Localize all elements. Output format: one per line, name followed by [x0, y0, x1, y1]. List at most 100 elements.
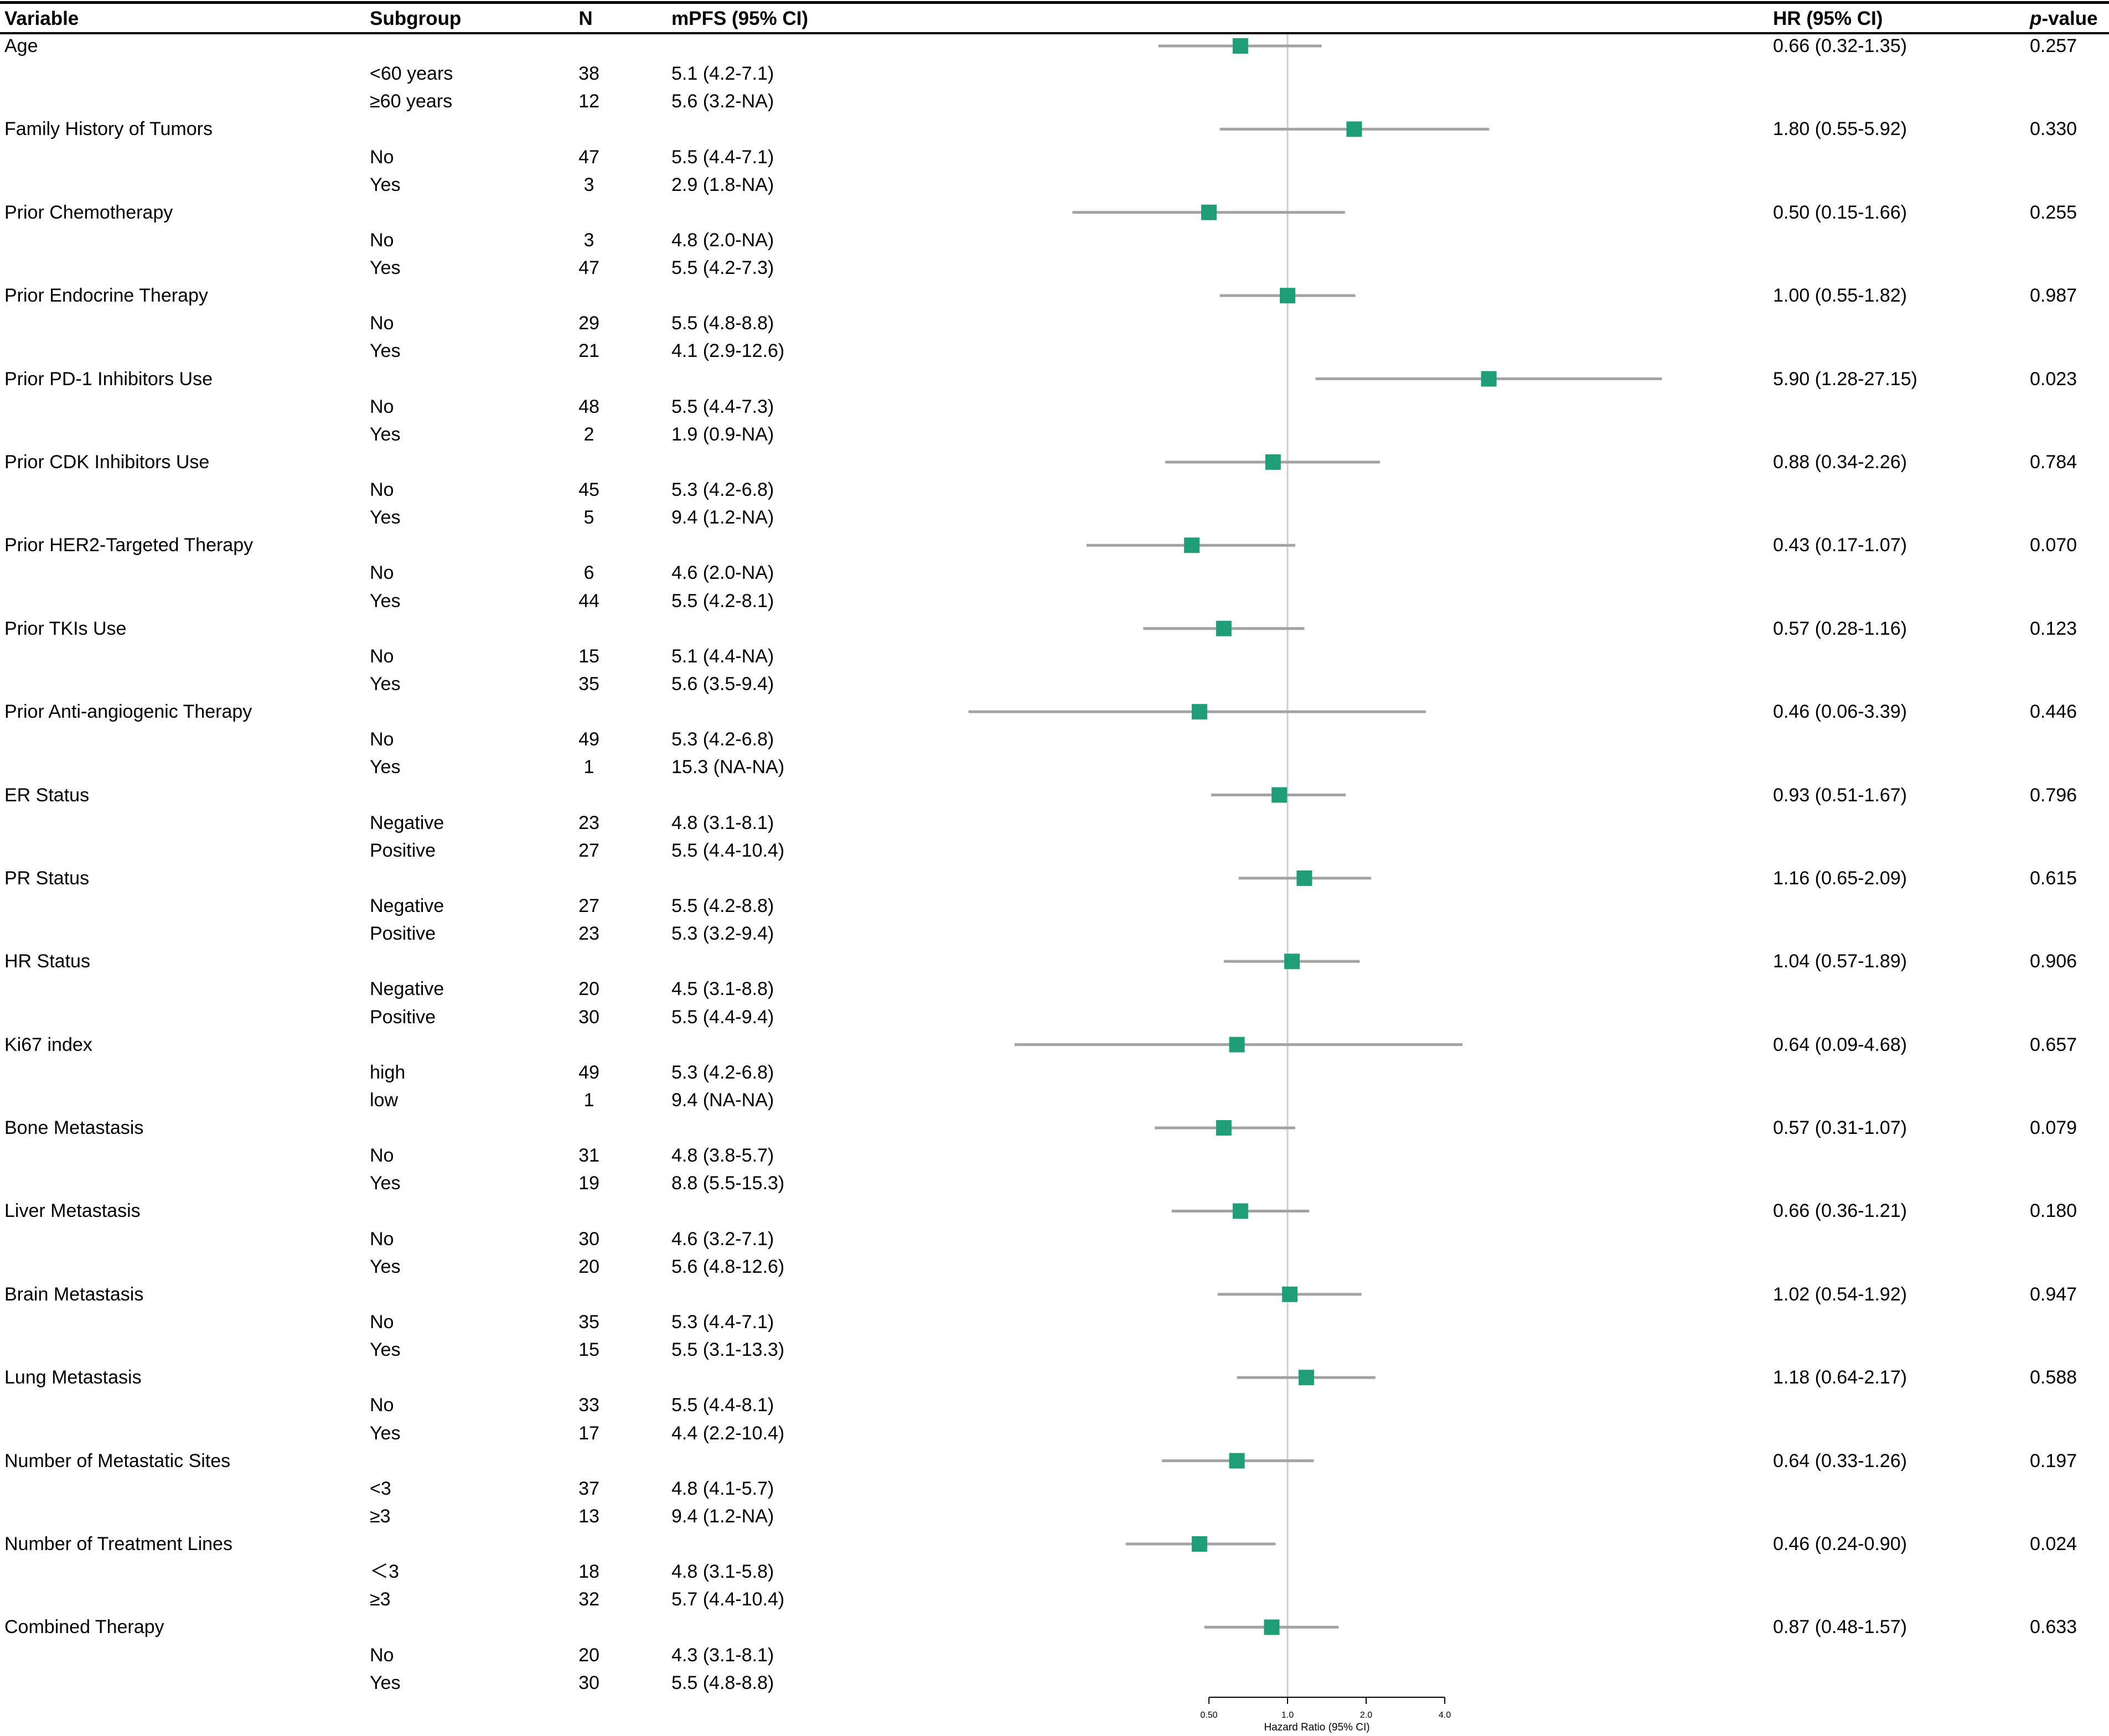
- subgroup-mpfs: 9.4 (NA-NA): [671, 1089, 774, 1111]
- subgroup-mpfs: 5.5 (4.4-8.1): [671, 1395, 774, 1416]
- subgroup-mpfs: 5.5 (4.2-8.8): [671, 895, 774, 917]
- subgroup-label: Negative: [370, 812, 444, 833]
- subgroup-n: 44: [578, 590, 599, 612]
- hr-marker: [1191, 704, 1207, 720]
- subgroup-label: Yes: [370, 673, 401, 695]
- p-value: 0.023: [2030, 368, 2077, 390]
- subgroup-mpfs: 4.1 (2.9-12.6): [671, 340, 785, 362]
- subgroup-mpfs: 5.5 (4.2-8.1): [671, 590, 774, 612]
- subgroup-mpfs: 4.8 (3.8-5.7): [671, 1145, 774, 1167]
- hr-ci-value: 0.64 (0.33-1.26): [1773, 1450, 1907, 1471]
- hr-marker: [1201, 204, 1217, 220]
- hr-ci-value: 1.18 (0.64-2.17): [1773, 1367, 1907, 1388]
- variable-label: Number of Treatment Lines: [4, 1533, 232, 1555]
- variable-label: Lung Metastasis: [4, 1367, 142, 1388]
- hr-marker: [1346, 121, 1362, 137]
- subgroup-label: No: [370, 146, 394, 168]
- subgroup-label: Positive: [370, 1006, 436, 1028]
- p-value: 0.330: [2030, 118, 2077, 140]
- subgroup-mpfs: 5.5 (4.8-8.8): [671, 1672, 774, 1693]
- subgroup-label: Yes: [370, 1672, 401, 1693]
- subgroup-n: 37: [578, 1478, 599, 1499]
- subgroup-n: 12: [578, 91, 599, 112]
- subgroup-n: 27: [578, 895, 599, 917]
- subgroup-n: 18: [578, 1561, 599, 1583]
- p-value: 0.123: [2030, 618, 2077, 639]
- subgroup-label: ≥3: [370, 1589, 391, 1610]
- hr-ci-value: 0.66 (0.36-1.21): [1773, 1200, 1907, 1222]
- p-value: 0.796: [2030, 784, 2077, 806]
- subgroup-label: Yes: [370, 174, 401, 195]
- variable-label: Brain Metastasis: [4, 1283, 144, 1305]
- p-value: 0.588: [2030, 1367, 2077, 1388]
- subgroup-label: Negative: [370, 978, 444, 1000]
- p-value: 0.180: [2030, 1200, 2077, 1222]
- subgroup-n: 29: [578, 313, 599, 334]
- subgroup-n: 32: [578, 1589, 599, 1610]
- p-value: 0.615: [2030, 867, 2077, 889]
- hr-marker: [1191, 1536, 1207, 1552]
- subgroup-mpfs: 4.4 (2.2-10.4): [671, 1422, 785, 1444]
- variable-label: Ki67 index: [4, 1034, 92, 1055]
- subgroup-n: 48: [578, 396, 599, 417]
- subgroup-n: 3: [583, 229, 595, 251]
- variable-label: HR Status: [4, 951, 90, 972]
- subgroup-n: 15: [578, 645, 599, 667]
- subgroup-label: <3: [370, 1478, 391, 1499]
- top-rule: [0, 1, 2109, 4]
- subgroup-mpfs: 2.9 (1.8-NA): [671, 174, 774, 195]
- subgroup-n: 35: [578, 673, 599, 695]
- subgroup-n: 30: [578, 1228, 599, 1250]
- subgroup-mpfs: 5.7 (4.4-10.4): [671, 1589, 785, 1610]
- p-value: 0.257: [2030, 35, 2077, 56]
- subgroup-label: Negative: [370, 895, 444, 917]
- hr-marker: [1264, 1619, 1280, 1635]
- header-p-italic: p: [2030, 8, 2042, 29]
- subgroup-mpfs: 5.6 (3.2-NA): [671, 91, 774, 112]
- variable-label: Prior HER2-Targeted Therapy: [4, 535, 254, 556]
- subgroup-label: No: [370, 645, 394, 667]
- subgroup-label: No: [370, 1311, 394, 1333]
- subgroup-mpfs: 5.3 (3.2-9.4): [671, 923, 774, 945]
- header-rule: [0, 32, 2109, 34]
- subgroup-n: 45: [578, 479, 599, 501]
- subgroup-mpfs: 4.8 (3.1-5.8): [671, 1561, 774, 1583]
- subgroup-label: No: [370, 313, 394, 334]
- p-value: 0.657: [2030, 1034, 2077, 1055]
- subgroup-label: No: [370, 562, 394, 584]
- hr-ci-value: 1.16 (0.65-2.09): [1773, 867, 1907, 889]
- subgroup-n: 27: [578, 840, 599, 861]
- subgroup-label: Yes: [370, 340, 401, 362]
- subgroup-n: 19: [578, 1173, 599, 1194]
- subgroup-n: 1: [583, 756, 595, 778]
- variable-label: ER Status: [4, 784, 90, 806]
- subgroup-label: low: [370, 1089, 399, 1111]
- variable-label: Prior Chemotherapy: [4, 201, 173, 223]
- hr-ci-value: 1.04 (0.57-1.89): [1773, 951, 1907, 972]
- subgroup-mpfs: 5.3 (4.2-6.8): [671, 729, 774, 750]
- variable-label: Family History of Tumors: [4, 118, 213, 140]
- subgroup-label: No: [370, 1145, 394, 1167]
- variable-label: Number of Metastatic Sites: [4, 1450, 231, 1471]
- x-tick-label: 0.50: [1200, 1711, 1217, 1720]
- hr-ci-value: 0.66 (0.32-1.35): [1773, 35, 1907, 56]
- p-value: 0.255: [2030, 201, 2077, 223]
- subgroup-label: Yes: [370, 507, 401, 528]
- hr-marker: [1232, 1203, 1248, 1219]
- subgroup-mpfs: 4.5 (3.1-8.8): [671, 978, 774, 1000]
- header-subgroup: Subgroup: [370, 8, 462, 29]
- subgroup-n: 2: [583, 423, 595, 445]
- subgroup-mpfs: 8.8 (5.5-15.3): [671, 1173, 785, 1194]
- subgroup-label: No: [370, 479, 394, 501]
- subgroup-mpfs: 5.1 (4.4-NA): [671, 645, 774, 667]
- subgroup-mpfs: 4.6 (2.0-NA): [671, 562, 774, 584]
- hr-marker: [1265, 454, 1281, 470]
- subgroup-n: 5: [583, 507, 595, 528]
- subgroup-label: Positive: [370, 840, 436, 861]
- hr-ci-value: 0.46 (0.06-3.39): [1773, 701, 1907, 723]
- header-p-value: p-value: [2030, 7, 2098, 30]
- subgroup-n: 30: [578, 1006, 599, 1028]
- subgroup-mpfs: 9.4 (1.2-NA): [671, 507, 774, 528]
- subgroup-label: Yes: [370, 423, 401, 445]
